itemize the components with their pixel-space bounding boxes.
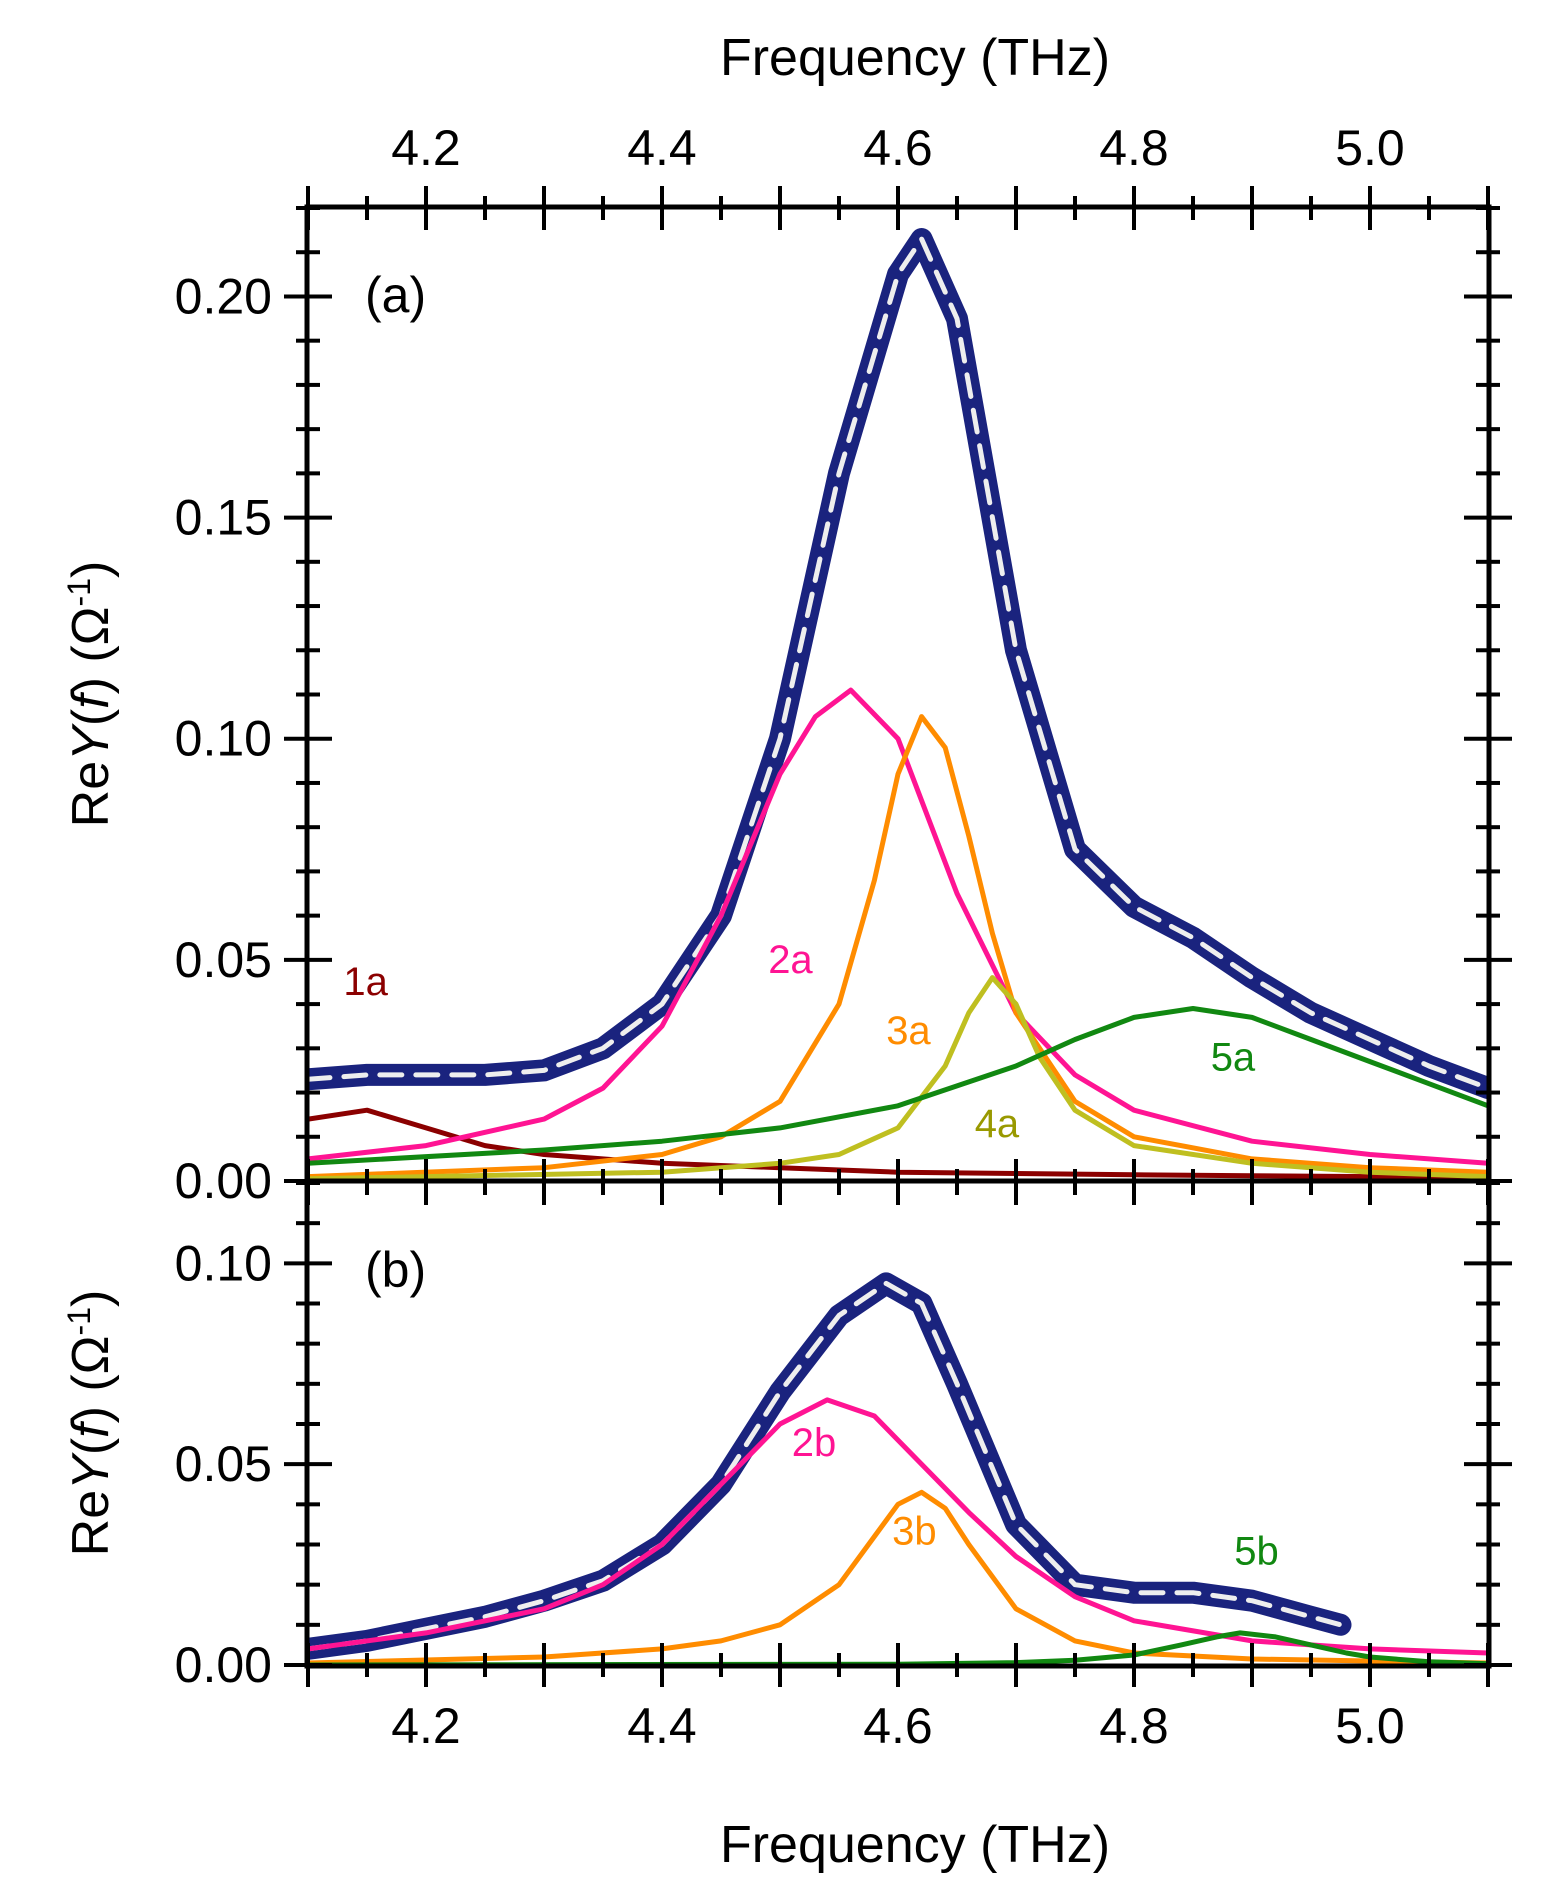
curve-label-3a: 3a bbox=[886, 1009, 931, 1053]
y-tick-label: 0.10 bbox=[175, 711, 272, 767]
top-axis-title: Frequency (THz) bbox=[720, 29, 1110, 87]
top-axis-tick-label: 4.4 bbox=[627, 120, 697, 176]
y-tick-label: 0.05 bbox=[175, 932, 272, 988]
series-fit-line bbox=[308, 236, 1488, 1091]
x-tick-label: 4.4 bbox=[627, 1698, 697, 1754]
panel-a-y-tick-labels: 0.00 0.05 0.10 0.15 0.20 bbox=[175, 268, 272, 1209]
y-tick-label: 0.00 bbox=[175, 1153, 272, 1209]
top-axis-tick-label: 5.0 bbox=[1335, 120, 1405, 176]
panel-a-curve-labels: 1a 2a 3a 4a 5a bbox=[343, 938, 1256, 1146]
series-4a-line bbox=[308, 975, 1488, 1181]
curve-label-5b: 5b bbox=[1234, 1530, 1279, 1574]
series-3a-line bbox=[308, 714, 1488, 1180]
curve-label-4a: 4a bbox=[975, 1102, 1020, 1146]
series-2a-line bbox=[308, 687, 1488, 1166]
curve-label-3b: 3b bbox=[892, 1510, 937, 1554]
x-tick-label: 4.8 bbox=[1099, 1698, 1169, 1754]
x-tick-label: 4.6 bbox=[863, 1698, 933, 1754]
x-tick-label: 4.2 bbox=[391, 1698, 461, 1754]
series-2b-line bbox=[308, 1397, 1488, 1656]
panel-b-ticks bbox=[284, 1181, 1512, 1687]
series-5a-line bbox=[308, 1006, 1488, 1166]
series-3b-line bbox=[308, 1489, 1488, 1665]
curve-label-2b: 2b bbox=[792, 1421, 837, 1465]
panel-a-ylabel: ReY(f) (Ω-1) bbox=[61, 561, 120, 828]
panel-a-label: (a) bbox=[365, 267, 426, 323]
panel-b-y-tick-labels: 0.00 0.05 0.10 bbox=[175, 1235, 272, 1693]
curve-label-2a: 2a bbox=[768, 938, 813, 982]
series-5b-line bbox=[308, 1630, 1488, 1665]
panel-b-label: (b) bbox=[365, 1242, 426, 1298]
bottom-x-tick-labels: 4.2 4.4 4.6 4.8 5.0 bbox=[391, 1698, 1405, 1754]
bottom-x-axis-title: Frequency (THz) bbox=[720, 1816, 1110, 1874]
top-axis-tick-labels: 4.2 4.4 4.6 4.8 5.0 bbox=[391, 120, 1405, 176]
top-axis-tick-label: 4.6 bbox=[863, 120, 933, 176]
x-tick-label: 5.0 bbox=[1335, 1698, 1405, 1754]
y-tick-label: 0.10 bbox=[175, 1235, 272, 1291]
panel-b-ylabel: ReY(f) (Ω-1) bbox=[61, 1290, 120, 1557]
y-tick-label: 0.00 bbox=[175, 1637, 272, 1693]
series-fit-line bbox=[308, 1280, 1343, 1652]
curve-label-1a: 1a bbox=[343, 960, 388, 1004]
top-axis-tick-label: 4.8 bbox=[1099, 120, 1169, 176]
curve-label-5a: 5a bbox=[1211, 1035, 1256, 1079]
panel-a-ticks bbox=[284, 186, 1512, 1183]
y-tick-label: 0.05 bbox=[175, 1436, 272, 1492]
y-tick-label: 0.20 bbox=[175, 268, 272, 324]
panel-b-curve-labels: 2b 3b 5b bbox=[792, 1421, 1279, 1573]
panel-b-series bbox=[308, 1272, 1488, 1665]
y-tick-label: 0.15 bbox=[175, 490, 272, 546]
top-axis-tick-label: 4.2 bbox=[391, 120, 461, 176]
